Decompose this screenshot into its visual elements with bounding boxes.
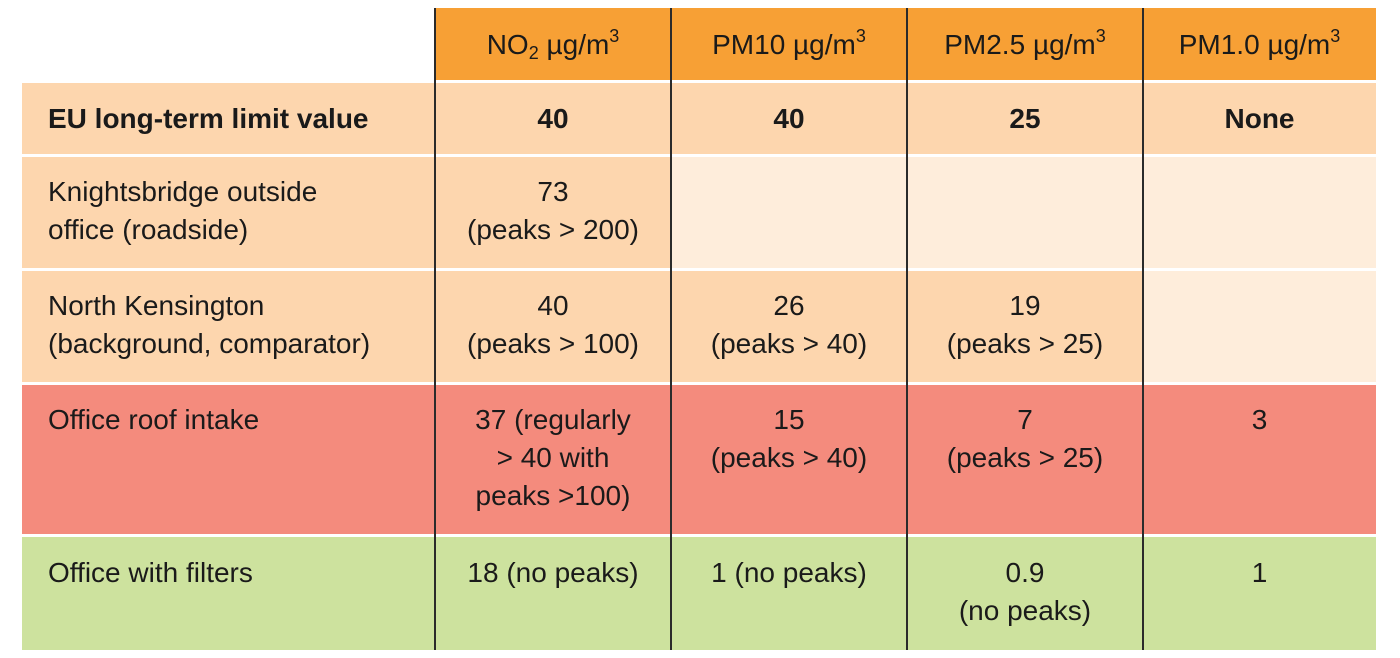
value-line: (peaks > 100) — [467, 328, 639, 359]
cell-pm1: 1 — [1143, 536, 1376, 650]
cell-pm1: 3 — [1143, 384, 1376, 536]
column-divider — [906, 8, 908, 650]
cell-pm1-empty — [1143, 156, 1376, 270]
table-row: Office with filters 18 (no peaks) 1 (no … — [22, 536, 1376, 650]
header-no2: NO2 µg/m3 — [435, 8, 671, 81]
cell-pm25: 25 — [907, 81, 1143, 156]
cell-pm10: 26 (peaks > 40) — [671, 270, 907, 384]
header-corner — [22, 8, 435, 81]
cell-no2: 40 — [435, 81, 671, 156]
row-divider — [22, 268, 1376, 271]
column-divider — [670, 8, 672, 650]
value-line: (peaks > 40) — [710, 442, 868, 473]
table-row: Knightsbridge outside office (roadside) … — [22, 156, 1376, 270]
cell-pm10: 15 (peaks > 40) — [671, 384, 907, 536]
value-line: (no peaks) — [958, 595, 1092, 626]
header-pm10: PM10 µg/m3 — [671, 8, 907, 81]
value-line: 37 (regularly — [475, 404, 631, 435]
header-pm1: PM1.0 µg/m3 — [1143, 8, 1376, 81]
cell-pm25: 0.9 (no peaks) — [907, 536, 1143, 650]
value-line: 7 — [1017, 404, 1033, 435]
cell-pm1-empty — [1143, 270, 1376, 384]
cell-no2: 73 (peaks > 200) — [435, 156, 671, 270]
value-line: 15 — [773, 404, 805, 435]
row-label: Office with filters — [22, 536, 435, 650]
header-row: NO2 µg/m3 PM10 µg/m3 PM2.5 µg/m3 PM1.0 µ… — [22, 8, 1376, 81]
value-line: 73 — [537, 176, 569, 207]
row-label-line: office (roadside) — [48, 214, 249, 245]
cell-pm25: 19 (peaks > 25) — [907, 270, 1143, 384]
row-label-line: (background, comparator) — [48, 328, 371, 359]
cell-pm1: None — [1143, 81, 1376, 156]
header-pm25: PM2.5 µg/m3 — [907, 8, 1143, 81]
value-line: 26 — [773, 290, 805, 321]
cell-no2: 18 (no peaks) — [435, 536, 671, 650]
row-label-line: North Kensington — [48, 290, 265, 321]
value-line: (peaks > 25) — [946, 442, 1104, 473]
row-label-line: Knightsbridge outside — [48, 176, 318, 207]
row-divider — [22, 80, 1376, 83]
cell-no2: 40 (peaks > 100) — [435, 270, 671, 384]
value-line: (peaks > 200) — [467, 214, 639, 245]
row-divider — [22, 534, 1376, 537]
cell-pm25: 7 (peaks > 25) — [907, 384, 1143, 536]
column-divider — [1142, 8, 1144, 650]
cell-pm10-empty — [671, 156, 907, 270]
table-row: North Kensington (background, comparator… — [22, 270, 1376, 384]
row-label: EU long-term limit value — [22, 81, 435, 156]
row-label: North Kensington (background, comparator… — [22, 270, 435, 384]
table-row: Office roof intake 37 (regularly > 40 wi… — [22, 384, 1376, 536]
value-line: (peaks > 25) — [946, 328, 1104, 359]
cell-no2: 37 (regularly > 40 with peaks >100) — [435, 384, 671, 536]
row-divider — [22, 154, 1376, 157]
cell-pm10: 40 — [671, 81, 907, 156]
value-line: peaks >100) — [475, 480, 631, 511]
value-line: > 40 with — [496, 442, 610, 473]
column-divider — [434, 8, 436, 650]
cell-pm25-empty — [907, 156, 1143, 270]
value-line: 40 — [537, 290, 569, 321]
table-row: EU long-term limit value 40 40 25 None — [22, 81, 1376, 156]
value-line: (peaks > 40) — [710, 328, 868, 359]
row-divider — [22, 382, 1376, 385]
row-label: Knightsbridge outside office (roadside) — [22, 156, 435, 270]
cell-pm10: 1 (no peaks) — [671, 536, 907, 650]
value-line: 0.9 — [1005, 557, 1045, 588]
row-label: Office roof intake — [22, 384, 435, 536]
value-line: 19 — [1009, 290, 1041, 321]
